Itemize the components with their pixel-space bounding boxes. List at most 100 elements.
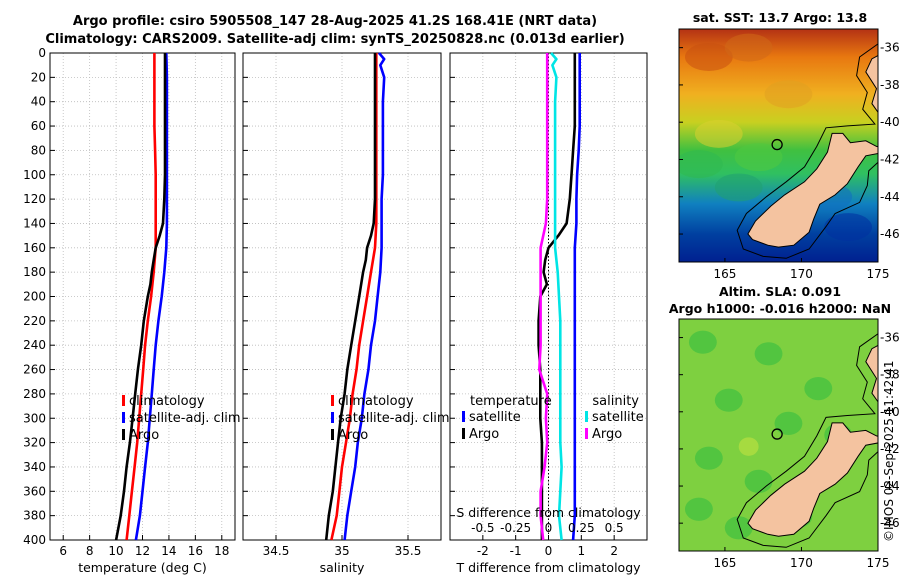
x-tick-label: -1 — [510, 544, 522, 558]
y-tick-label: 300 — [23, 411, 46, 425]
x-axis-label: T difference from climatology — [455, 560, 641, 575]
map-field-sst_map — [679, 29, 878, 262]
x-tick-label: 6 — [59, 544, 67, 558]
sla-texture — [744, 469, 773, 493]
legend-salinity-2-label: Argo — [338, 428, 368, 443]
legend-salinity-1-swatch — [331, 412, 334, 423]
legend-temperature-2-label: Argo — [129, 428, 159, 443]
sst-texture — [694, 119, 743, 148]
x-tick-label: 35.5 — [395, 544, 422, 558]
map-y-tick-label: -46 — [880, 516, 900, 530]
x-tick-label: 35 — [334, 544, 349, 558]
y-tick-label: 140 — [23, 216, 46, 230]
legend-t-sat-swatch — [462, 411, 465, 422]
legend-s-argo-label: Argo — [592, 427, 622, 442]
sst-map-title: sat. SST: 13.7 Argo: 13.8 — [692, 10, 868, 25]
s-tick-label: 0.5 — [605, 521, 624, 535]
map-field-sla_map — [679, 319, 878, 551]
figure-title-line2: Climatology: CARS2009. Satellite-adj cli… — [45, 32, 625, 47]
sla-texture — [714, 388, 743, 412]
x-tick-label: 14 — [161, 544, 176, 558]
x-tick-label: 18 — [214, 544, 229, 558]
x-axis-label: temperature (deg C) — [78, 560, 207, 575]
x-tick-label: 0 — [545, 544, 553, 558]
argo-position-marker — [771, 138, 783, 151]
sla-texture — [774, 411, 803, 435]
map-sla_map: 165 170 175 -36 -38 -40 -42 -44 -46 — [678, 318, 900, 570]
legend-temperature-1-label: satellite-adj. clim — [129, 411, 241, 426]
series-line-temperature-argo — [537, 53, 577, 540]
legend-salinity-1-label: satellite-adj. clim — [338, 411, 450, 426]
map-frame — [678, 28, 879, 263]
y-tick-label: 0 — [38, 46, 46, 60]
map-sst_map: 165 170 175 -36 -38 -40 -42 -44 -46 — [678, 28, 900, 281]
legend-temperature-0-label: climatology — [129, 394, 205, 409]
series-line-climatology — [125, 53, 157, 541]
map-x-tick-label: 170 — [790, 556, 813, 570]
sst-texture — [734, 143, 783, 172]
y-tick-label: 160 — [23, 241, 46, 255]
y-tick-label: 320 — [23, 436, 46, 450]
y-tick-label: 40 — [31, 95, 46, 109]
y-tick-label: 100 — [23, 168, 46, 182]
map-x-tick-label: 170 — [790, 267, 813, 281]
series-line-argo — [114, 53, 167, 541]
legend-s-sat-label: satellite — [592, 410, 644, 425]
map-y-tick-label: -36 — [880, 331, 900, 345]
sst-texture — [679, 150, 723, 179]
argo-position-marker — [771, 428, 783, 440]
y-tick-label: 120 — [23, 192, 46, 206]
sst-texture — [824, 213, 873, 242]
figure-title-line1: Argo profile: csiro 5905508_147 28-Aug-2… — [72, 14, 598, 29]
legend-salinity-0-label: climatology — [338, 394, 414, 409]
sla-texture — [738, 437, 759, 456]
legend-salinity-0-swatch — [331, 395, 334, 406]
shelf-contour — [736, 333, 878, 548]
x-tick-label: 8 — [86, 544, 94, 558]
land-new-zealand — [747, 344, 878, 537]
legend-temperature-title: temperature — [470, 394, 552, 409]
y-tick-label: 20 — [31, 70, 46, 84]
y-tick-label: 240 — [23, 338, 46, 352]
map-y-tick-label: -40 — [880, 115, 900, 129]
x-tick-label: -2 — [477, 544, 489, 558]
sla-texture — [754, 342, 783, 366]
y-tick-label: 400 — [23, 533, 46, 547]
sla-map-title-line1: Altim. SLA: 0.091 — [718, 284, 842, 299]
sst-texture — [684, 42, 733, 71]
legend-t-argo-swatch — [462, 428, 465, 439]
s-tick-label: 0 — [545, 521, 553, 535]
map-x-tick-label: 165 — [713, 267, 736, 281]
legend-temperature-1-swatch — [122, 412, 125, 423]
y-tick-label: 60 — [31, 119, 46, 133]
series-line-satellite-adj-clim — [134, 52, 169, 541]
map-y-tick-label: -38 — [880, 368, 900, 382]
sla-map-title-line2: Argo h1000: -0.016 h2000: NaN — [668, 301, 892, 316]
sla-texture — [724, 516, 753, 540]
sst-texture — [714, 173, 763, 202]
map-y-tick-label: -38 — [880, 78, 900, 92]
y-tick-label: 200 — [23, 290, 46, 304]
map-x-tick-label: 175 — [867, 267, 890, 281]
panel-temperature: 6 8 10 12 14 16 180204060801001201401601802002… — [23, 46, 241, 575]
series-line-salinity-argo — [537, 53, 549, 541]
map-y-tick-label: -46 — [880, 227, 900, 241]
sla-texture — [688, 330, 717, 354]
legend-temperature-2-swatch — [122, 429, 125, 440]
x-tick-label: 34.5 — [263, 544, 290, 558]
series-line-satellite-adj-clim — [343, 52, 386, 541]
map-y-tick-label: -42 — [880, 442, 900, 456]
panel-differences: -2 -1 0 1 2 T difference from climatology -0.5… — [449, 52, 648, 575]
sst-texture — [724, 33, 773, 62]
series-line-temperature-satellite — [571, 53, 582, 541]
sla-texture — [684, 497, 713, 521]
map-y-tick-label: -44 — [880, 190, 900, 204]
map-x-tick-label: 175 — [867, 556, 890, 570]
sla-texture — [694, 446, 723, 470]
y-tick-label: 80 — [31, 143, 46, 157]
y-tick-label: 220 — [23, 314, 46, 328]
x-axis-label: salinity — [320, 560, 365, 575]
s-tick-label: -0.25 — [500, 521, 531, 535]
y-tick-label: 180 — [23, 265, 46, 279]
